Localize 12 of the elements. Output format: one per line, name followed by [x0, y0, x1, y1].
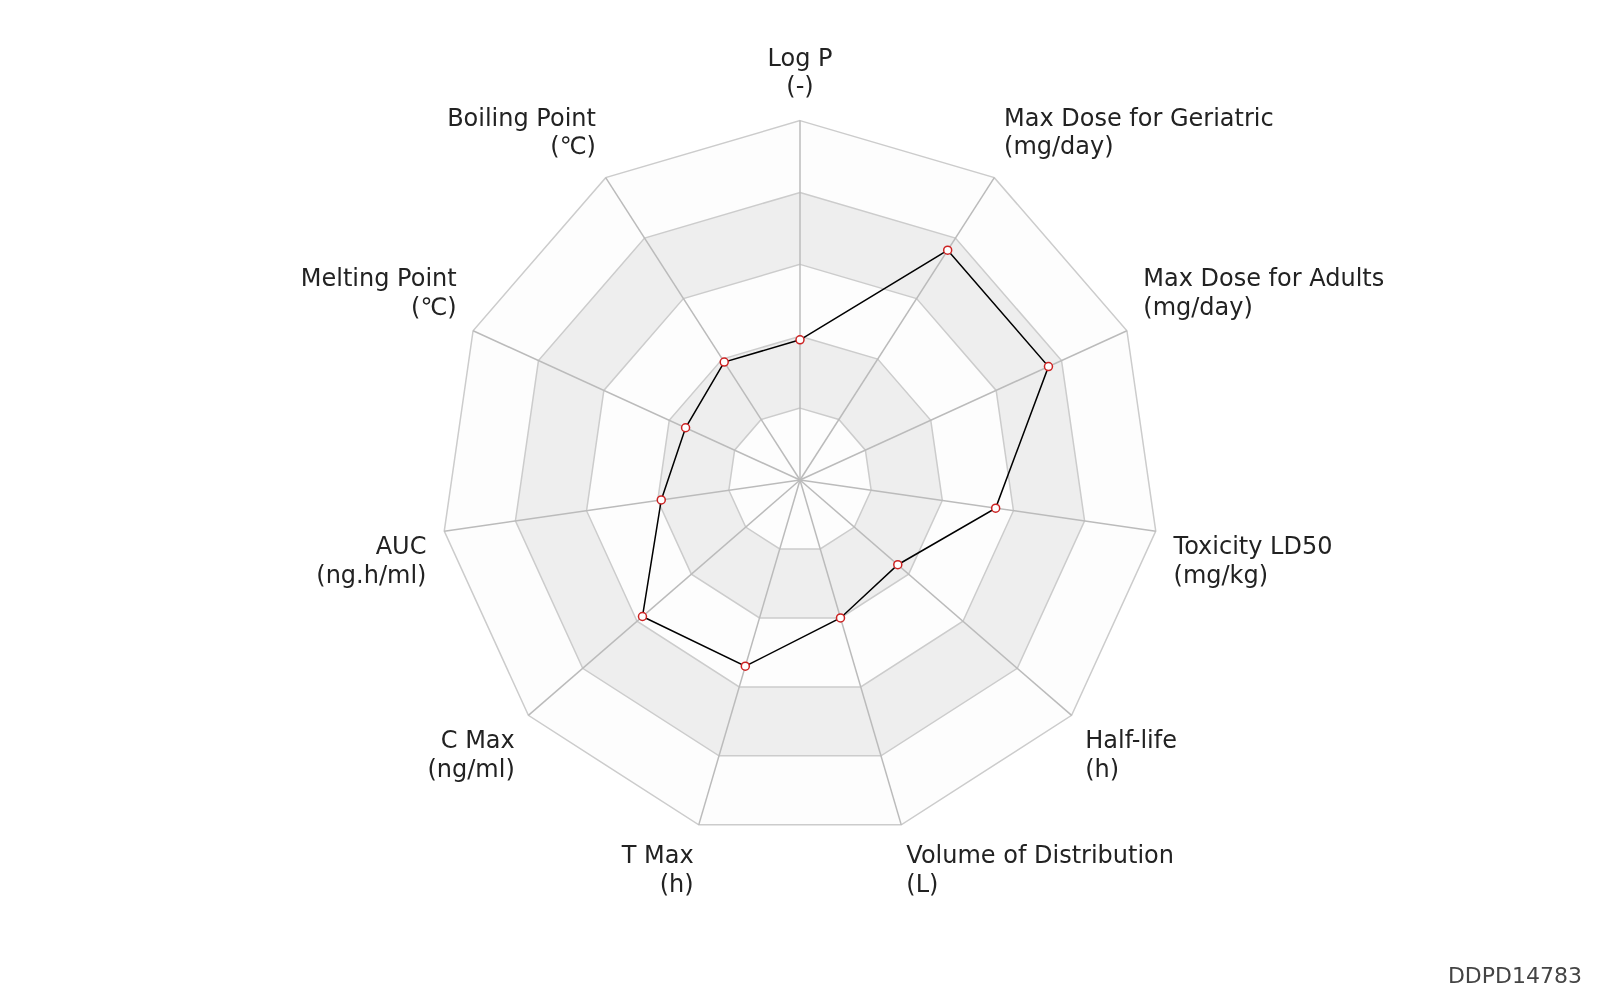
- spoke-label: AUC (ng.h/ml): [316, 532, 427, 590]
- spoke-label: Toxicity LD50 (mg/kg): [1172, 532, 1333, 590]
- spoke-label: Max Dose for Adults (mg/day): [1143, 264, 1385, 322]
- spoke-label: Half-life (h): [1085, 725, 1177, 783]
- spoke-label: Boiling Point (℃): [447, 103, 596, 161]
- spoke-label: T Max (h): [620, 840, 694, 898]
- spoke-label: Max Dose for Geriatric (mg/day): [1004, 103, 1274, 161]
- spoke-label: Log P (-): [767, 43, 833, 101]
- spoke-label: Melting Point (℃): [300, 264, 457, 322]
- spoke-label: C Max (ng/ml): [427, 725, 515, 783]
- spoke-label: Volume of Distribution (L): [906, 840, 1174, 898]
- text: DDPD14783: [1447, 963, 1582, 988]
